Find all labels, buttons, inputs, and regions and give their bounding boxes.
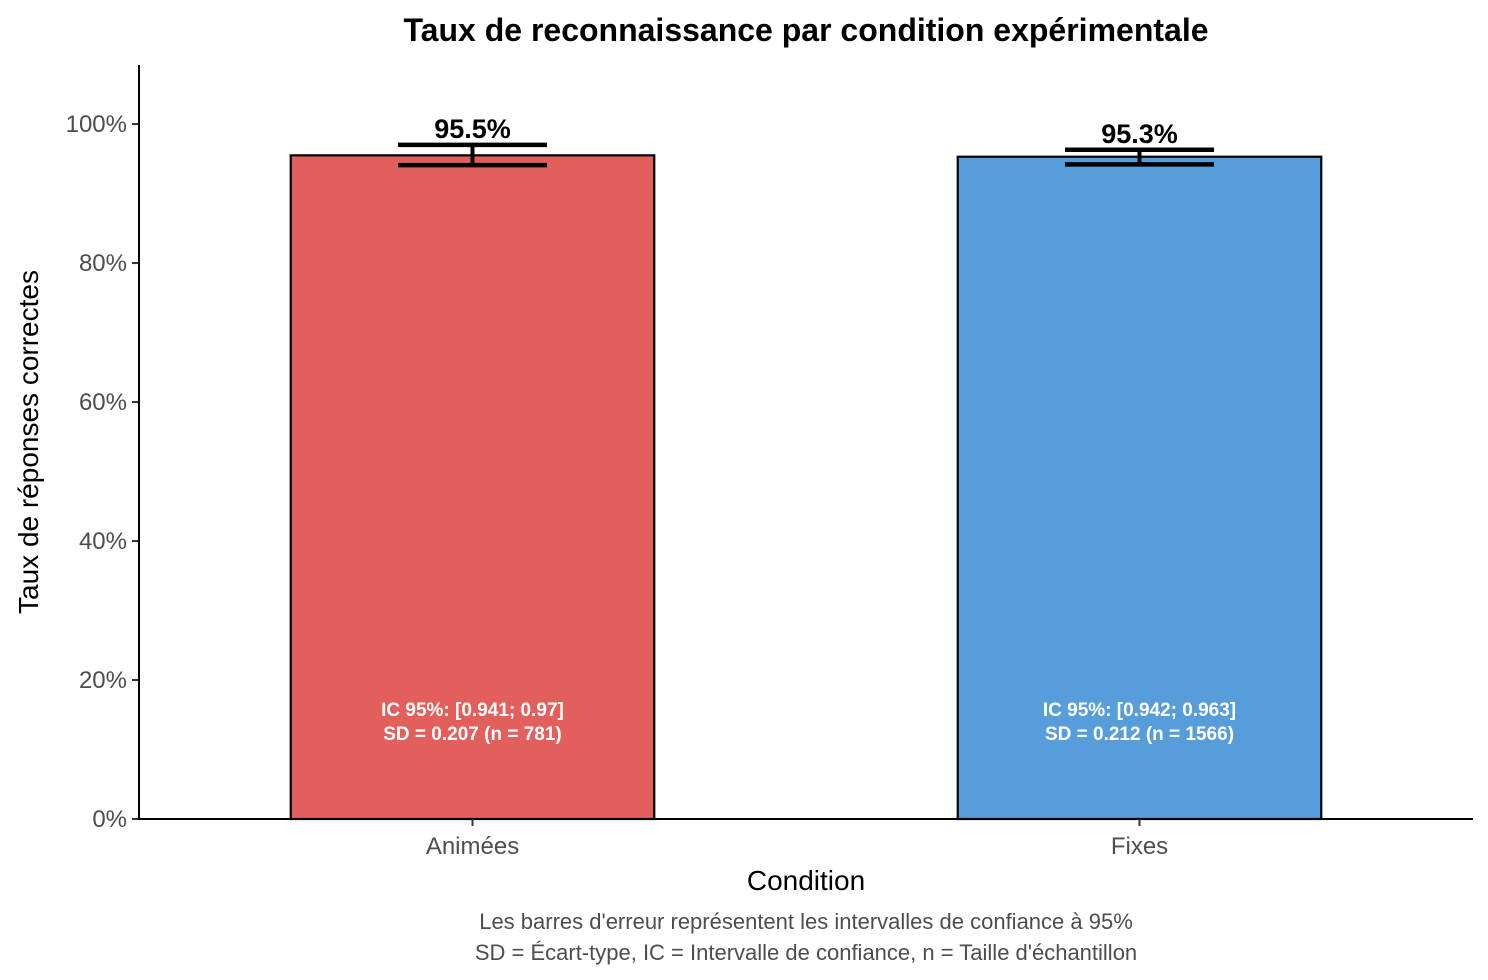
x-axis-ticks: Animées Fixes (426, 819, 1168, 860)
bar (289, 154, 656, 821)
bar (956, 155, 1323, 821)
y-tick-label: 60% (79, 389, 127, 416)
bar-annotation-line: IC 95%: [0.942; 0.963] (1043, 700, 1236, 721)
y-tick-label: 40% (79, 528, 127, 555)
x-tick-label: Animées (426, 833, 519, 860)
bars: 95.5% IC 95%: [0.941; 0.97] SD = 0.207 (n … (289, 114, 1323, 821)
y-tick-label: 80% (79, 250, 127, 277)
y-axis-ticks: 0% 20% 40% 60% 80% 100% (66, 111, 139, 833)
bar-value-label: 95.3% (1101, 119, 1178, 149)
bar-annotation-line: SD = 0.212 (n = 1566) (1045, 724, 1234, 745)
x-axis-title: Condition (747, 865, 865, 896)
y-tick-label: 20% (79, 667, 127, 694)
bar-annotation-line: IC 95%: [0.941; 0.97] (381, 700, 564, 721)
bar-value-label: 95.5% (434, 114, 511, 144)
y-axis-title: Taux de réponses correctes (13, 270, 44, 614)
y-tick-label: 100% (66, 111, 127, 138)
y-tick-label: 0% (92, 806, 127, 833)
caption-line-1: Les barres d'erreur représentent les int… (479, 909, 1133, 934)
chart-title: Taux de reconnaissance par condition exp… (404, 12, 1209, 48)
caption-line-2: SD = Écart-type, IC = Intervalle de conf… (475, 940, 1137, 965)
bar-annotation-line: SD = 0.207 (n = 781) (383, 724, 562, 745)
x-tick-label: Fixes (1111, 833, 1168, 860)
